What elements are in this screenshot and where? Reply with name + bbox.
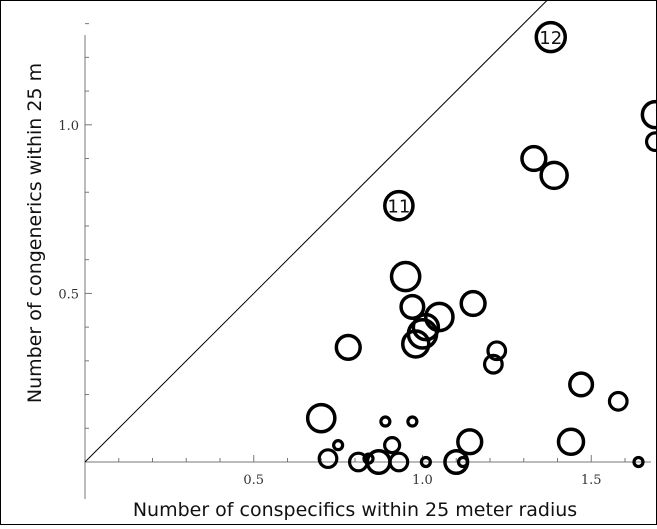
data-label: 12 — [539, 28, 562, 49]
data-point — [456, 428, 484, 456]
data-point — [640, 99, 657, 130]
data-point — [389, 260, 422, 293]
data-point — [482, 353, 504, 375]
x-axis-label: Number of conspecifics within 25 meter r… — [133, 499, 577, 521]
data-point — [632, 455, 645, 469]
data-point — [406, 415, 419, 428]
x-tick-label: 1.0 — [412, 473, 433, 488]
axes: 0.51.01.52.02.53.00.51.01.52.02.5 — [58, 23, 651, 499]
data-point — [568, 371, 595, 398]
data-point — [317, 448, 339, 470]
y-axis-label: Number of congenerics within 25 m — [24, 63, 46, 403]
data-point — [305, 402, 337, 434]
data-point — [486, 340, 508, 362]
data-point — [607, 390, 629, 412]
y-tick-label: 1.0 — [58, 119, 79, 134]
data-point — [383, 436, 402, 455]
data-point — [534, 20, 567, 54]
data-point — [539, 160, 569, 191]
x-tick-label: 0.5 — [243, 473, 264, 488]
data-point — [520, 144, 548, 173]
data-point — [334, 333, 362, 362]
reference-line — [84, 0, 549, 463]
data-point — [399, 293, 426, 320]
x-tick-label: 1.5 — [581, 473, 602, 488]
data-point — [556, 427, 586, 457]
data-point — [379, 415, 392, 428]
data-point — [388, 451, 410, 473]
data-point — [419, 455, 432, 469]
data-point — [456, 455, 470, 469]
data-point — [459, 289, 487, 318]
y-tick-label: 0.5 — [58, 287, 79, 302]
data-point — [383, 189, 415, 222]
data-point — [411, 312, 441, 342]
chart-marks: 451413121132 — [84, 0, 657, 476]
data-label: 11 — [387, 197, 410, 218]
data-point — [644, 131, 657, 153]
data-point — [332, 439, 345, 452]
